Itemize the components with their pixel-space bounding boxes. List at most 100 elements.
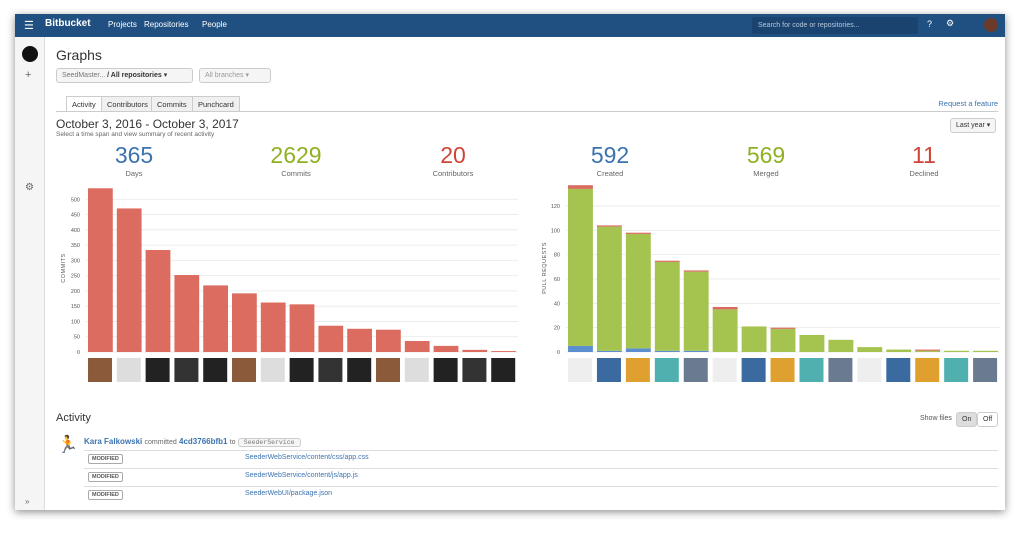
show-files-label: Show files [920,415,952,422]
file-row [84,450,998,468]
contributor-avatar [232,358,257,382]
sidebar: + ⚙ » [15,37,45,510]
contributor-avatar [712,358,737,382]
bar-segment [770,327,796,329]
file-path[interactable]: SeederWebUI/package.json [245,490,333,497]
y-tick-label: 450 [71,213,80,219]
bar [88,188,113,352]
stat-value: 11 [912,142,936,168]
bar-segment [973,350,998,352]
branch-selector[interactable]: All branches ▾ [199,68,271,83]
contributor-avatar [828,358,853,382]
contributor-avatar [347,358,372,382]
contributor-avatar [318,358,343,382]
search-box[interactable]: Search for code or repositories... [752,17,918,34]
user-avatar[interactable] [984,18,998,32]
bar-segment [654,260,680,262]
nav-item[interactable]: Repositories [144,20,189,29]
y-tick-label: 50 [74,335,80,341]
bar [433,345,459,352]
contributor-avatar [289,358,314,382]
file-status: MODIFIED [88,472,123,482]
bar [289,304,315,352]
y-tick-label: 350 [71,243,80,249]
contributor-avatar [596,358,621,382]
contributor-avatar [174,358,199,382]
file-path[interactable]: SeederWebService/content/css/app.css [245,454,369,461]
activity-title: Activity [56,412,91,424]
contributor-avatar [770,358,795,382]
stat-label: Days [125,169,143,178]
create-icon[interactable]: + [25,69,32,81]
top-nav: ☰ Bitbucket Projects Repositories People… [15,14,1005,37]
commit-author[interactable]: Kara Falkowski [84,437,143,446]
bar [491,351,516,352]
bar [116,208,142,352]
expand-icon[interactable]: » [25,497,30,506]
contributor-avatar [799,358,824,382]
file-row [84,468,998,486]
app-window: ☰ Bitbucket Projects Repositories People… [15,14,1005,510]
bar-segment [683,350,709,352]
y-axis-label: COMMITS [61,253,67,282]
stat-label: Commits [281,169,311,178]
range-button[interactable]: Last year ▾ [950,118,997,133]
settings-icon[interactable]: ⚙ [946,18,955,28]
bar-segment [625,233,651,349]
bar-segment [596,350,622,352]
repo-icon[interactable] [22,46,38,62]
bar [260,302,286,352]
file-row [84,486,998,504]
bar [462,349,488,352]
menu-icon[interactable]: ☰ [24,20,34,32]
stat: 592 Created [550,142,670,178]
repo-selector[interactable]: SeedMaster... / All repositories ▾ [56,68,193,83]
request-link[interactable]: Request a feature [938,99,998,108]
contributor-avatar [654,358,679,382]
commit-repo[interactable]: SeederService [237,438,301,447]
nav-item[interactable]: People [202,20,227,29]
contributor-avatar [944,358,969,382]
commit-hash[interactable]: 4cd3766bfb1 [179,437,228,446]
contributor-avatar [145,358,170,382]
toggle-off[interactable]: Off [977,412,998,427]
bar-segment [654,350,680,352]
y-tick-label: 200 [71,289,80,295]
stat: 20 Contributors [393,142,513,178]
bar-segment [799,334,825,352]
bar-segment [596,226,622,351]
stat-value: 592 [590,142,630,168]
settings-icon[interactable]: ⚙ [25,182,34,193]
bar-segment [625,232,651,234]
stat-value: 2629 [270,142,322,168]
bar [347,328,372,352]
contributor-avatar [116,358,141,382]
help-icon[interactable]: ? [927,19,933,29]
contributor-avatar [683,358,708,382]
bar-segment [944,350,970,352]
brand[interactable]: Bitbucket [45,18,91,29]
contributor-avatar [886,358,911,382]
nav-item[interactable]: Projects [108,20,137,29]
file-status: MODIFIED [88,454,123,464]
bar-segment [568,188,593,346]
y-tick-label: 40 [554,301,560,307]
commit-to: to [229,439,236,446]
bar-segment [683,270,709,272]
y-tick-label: 300 [71,258,80,264]
bar-segment [568,345,593,352]
stat-label: Merged [753,169,779,178]
bar [404,341,430,352]
bar-segment [915,349,941,351]
file-path[interactable]: SeederWebService/content/js/app.js [245,472,358,479]
contributor-avatar [260,358,285,382]
toggle-on[interactable]: On [956,412,977,427]
bar-segment [625,348,651,352]
stat-label: Contributors [432,169,474,178]
bar-segment [683,271,709,351]
bar [145,249,171,352]
contributor-avatar [433,358,458,382]
contributor-avatar [462,358,487,382]
repo-name: SeedMaster... [62,72,106,79]
